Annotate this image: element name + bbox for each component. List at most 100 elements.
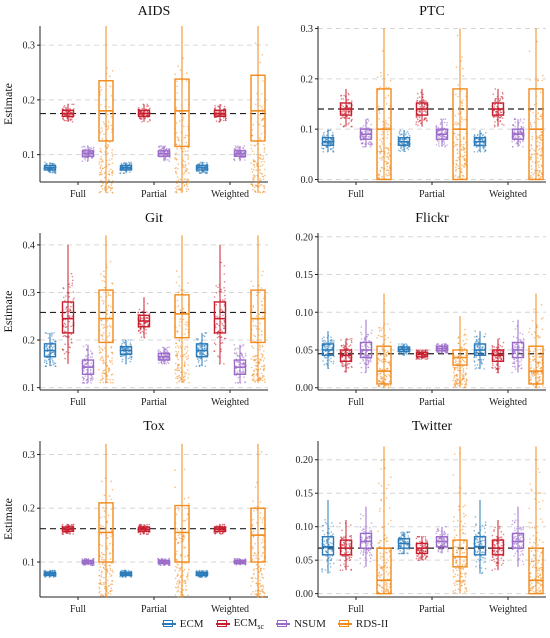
box-tox-full-nsum — [81, 558, 95, 567]
box-twitter-partial-ecm — [397, 531, 411, 555]
y-tick-label-twitter-3: 0.15 — [296, 489, 314, 500]
box-flickr-partial-ecmsc — [415, 349, 429, 360]
box-git-full-nsum — [81, 344, 95, 384]
x-tick-label-flickr-full: Full — [348, 397, 364, 408]
box-rect-twitter-partial-rds-ii — [452, 539, 468, 568]
box-flickr-weighted-nsum — [511, 319, 525, 374]
box-tox-full-ecm — [43, 569, 57, 578]
box-aids-full-ecm — [43, 161, 57, 174]
box-twitter-partial-ecmsc — [415, 535, 429, 561]
y-tick-label-flickr-0: 0.00 — [296, 383, 314, 394]
x-tick-label-aids-partial: Partial — [141, 189, 167, 200]
x-tick-label-ptc-weighted: Weighted — [489, 189, 527, 200]
legend-item-ecm-sc: ECMsc — [215, 617, 264, 631]
box-rect-flickr-weighted-rds-ii — [528, 345, 544, 385]
y-axis-label-tox: Estimate — [1, 498, 15, 540]
box-rect-twitter-full-rds-ii — [376, 547, 392, 595]
panel-tox: Tox Estimate 0.1 0.2 0.3 Full Partial Weighted — [1, 419, 268, 615]
y-tick-label-git-3: 0.4 — [23, 240, 36, 251]
x-tick-label-tox-full: Full — [70, 604, 86, 615]
legend-label-ecm: ECM — [179, 618, 204, 630]
panel-title-twitter: Twitter — [412, 419, 453, 434]
box-flickr-full-rds-ii — [376, 293, 392, 389]
box-twitter-full-rds-ii — [376, 446, 392, 595]
box-twitter-partial-rds-ii — [452, 446, 468, 594]
box-aids-partial-ecm — [119, 161, 133, 174]
x-tick-label-ptc-partial: Partial — [419, 189, 445, 200]
box-ptc-partial-nsum — [435, 118, 449, 148]
box-flickr-weighted-ecm — [473, 330, 487, 370]
box-git-full-rds-ii — [98, 235, 114, 384]
y-tick-label-flickr-4: 0.20 — [296, 232, 314, 243]
box-aids-partial-ecmsc — [137, 103, 151, 123]
panel-twitter: Twitter 0.00 0.05 0.10 0.15 0.20 Full Partial We… — [296, 419, 546, 615]
box-twitter-full-ecm — [321, 499, 335, 574]
x-tick-label-ptc-full: Full — [348, 189, 364, 200]
y-tick-label-flickr-3: 0.15 — [296, 270, 314, 281]
box-rect-aids-weighted-rds-ii — [250, 74, 266, 142]
box-aids-full-rds-ii — [98, 26, 114, 194]
box-tox-full-rds-ii — [98, 443, 114, 598]
box-rect-ptc-full-rds-ii — [376, 88, 392, 181]
panel-title-aids: AIDS — [138, 4, 171, 19]
box-flickr-partial-nsum — [435, 343, 449, 354]
box-ptc-full-ecm — [321, 129, 335, 153]
box-tox-weighted-rds-ii — [250, 443, 266, 598]
y-tick-label-flickr-1: 0.05 — [296, 345, 314, 356]
legend-key-ecm — [161, 618, 176, 630]
panel-title-ptc: PTC — [419, 4, 445, 19]
y-axis-label-git: Estimate — [1, 291, 15, 333]
legend-label-rds-ii: RDS-II — [355, 618, 389, 630]
y-tick-label-tox-1: 0.2 — [23, 504, 36, 515]
box-tox-partial-ecmsc — [137, 523, 151, 535]
box-twitter-full-ecmsc — [339, 520, 353, 571]
box-rect-twitter-full-ecm — [321, 536, 335, 556]
box-rect-ptc-weighted-rds-ii — [528, 88, 544, 181]
panel-flickr: Flickr 0.00 0.05 0.10 0.15 0.20 Full Partial Wei… — [296, 211, 546, 408]
box-twitter-weighted-nsum — [511, 506, 525, 567]
legend-key-ecm-sc — [215, 618, 230, 630]
box-twitter-weighted-rds-ii — [528, 446, 544, 595]
box-git-partial-ecm — [119, 339, 133, 365]
legend-key-rds-ii — [337, 618, 352, 630]
box-twitter-partial-nsum — [435, 525, 449, 554]
box-git-partial-nsum — [157, 346, 171, 365]
x-tick-label-git-partial: Partial — [141, 397, 167, 408]
box-git-weighted-rds-ii — [250, 235, 266, 383]
box-git-partial-rds-ii — [174, 235, 190, 384]
y-tick-label-tox-2: 0.3 — [23, 450, 36, 461]
box-aids-full-ecmsc — [61, 103, 75, 123]
box-rect-twitter-weighted-rds-ii — [528, 547, 544, 595]
box-flickr-partial-rds-ii — [452, 316, 468, 389]
x-tick-label-tox-weighted: Weighted — [211, 604, 249, 615]
box-rect-git-partial-rds-ii — [174, 294, 190, 339]
box-tox-partial-ecm — [119, 569, 133, 578]
y-tick-label-aids-1: 0.2 — [23, 95, 36, 106]
box-ptc-partial-ecm — [397, 129, 411, 153]
y-tick-label-git-1: 0.2 — [23, 336, 36, 347]
panel-title-tox: Tox — [143, 419, 165, 434]
box-git-weighted-ecm — [195, 332, 209, 368]
legend-key-nsum — [276, 618, 291, 630]
box-ptc-weighted-nsum — [511, 118, 525, 148]
y-tick-label-tox-0: 0.1 — [23, 558, 36, 569]
legend: ECM ECMsc NSUM RDS-II — [0, 613, 550, 635]
box-aids-partial-nsum — [157, 145, 171, 162]
box-git-partial-ecmsc — [137, 297, 151, 339]
box-aids-weighted-ecm — [195, 161, 209, 174]
legend-label-nsum: NSUM — [294, 618, 326, 630]
x-tick-label-twitter-full: Full — [348, 604, 364, 615]
box-twitter-weighted-ecmsc — [491, 520, 505, 571]
box-git-weighted-ecmsc — [213, 244, 227, 365]
y-tick-label-ptc-1: 0.1 — [301, 125, 314, 136]
box-rect-flickr-full-rds-ii — [376, 345, 392, 385]
box-tox-weighted-ecmsc — [213, 523, 227, 535]
x-tick-label-aids-weighted: Weighted — [211, 189, 249, 200]
box-ptc-partial-rds-ii — [452, 28, 468, 181]
box-ptc-weighted-ecmsc — [491, 88, 505, 128]
y-tick-label-twitter-0: 0.00 — [296, 589, 314, 600]
y-tick-label-git-2: 0.3 — [23, 288, 36, 299]
box-flickr-weighted-rds-ii — [528, 293, 544, 389]
panel-title-flickr: Flickr — [415, 211, 449, 226]
y-tick-label-flickr-2: 0.10 — [296, 308, 314, 319]
